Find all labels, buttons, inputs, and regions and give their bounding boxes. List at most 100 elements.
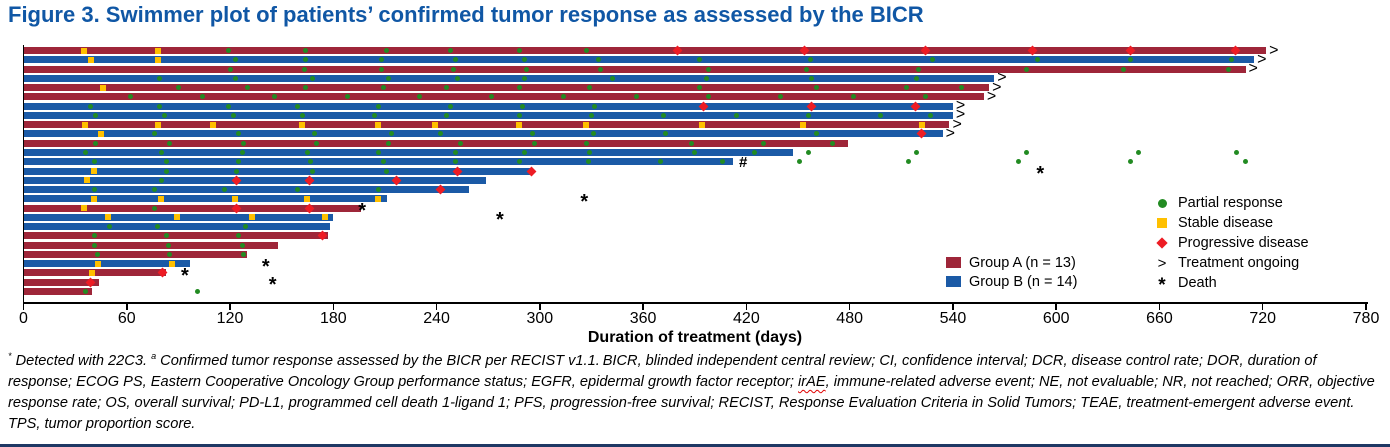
partial-response-icon xyxy=(222,187,228,193)
partial-response-icon xyxy=(163,159,169,165)
partial-response-icon xyxy=(706,94,712,100)
legend-item-stable-disease: Stable disease xyxy=(1152,213,1309,233)
stable-disease-icon xyxy=(97,130,104,137)
partial-response-icon xyxy=(384,48,390,53)
partial-response-icon xyxy=(272,94,278,100)
partial-response-icon xyxy=(165,242,171,248)
stable-disease-icon xyxy=(154,56,161,63)
stable-disease-icon xyxy=(918,121,925,128)
x-axis-tick xyxy=(22,303,25,310)
partial-response-icon xyxy=(380,85,386,91)
partial-response-icon xyxy=(706,66,712,72)
partial-response-icon xyxy=(805,149,811,155)
stable-disease-icon xyxy=(304,195,311,202)
x-axis-tick xyxy=(126,303,128,310)
footnote-superscript: a xyxy=(151,351,157,362)
stable-disease-icon xyxy=(321,214,328,221)
partial-response-icon xyxy=(453,149,458,155)
legend-item-progressive-disease: Progressive disease xyxy=(1152,233,1309,253)
partial-response-icon xyxy=(905,159,911,165)
legend-label: Treatment ongoing xyxy=(1178,255,1300,271)
partial-response-icon xyxy=(375,149,381,155)
stable-disease-icon xyxy=(249,214,256,221)
legend-label: Group B (n = 14) xyxy=(969,273,1078,290)
partial-response-icon xyxy=(516,112,522,118)
patient-bar xyxy=(23,102,953,110)
partial-response-icon xyxy=(697,57,703,63)
stable-disease-icon xyxy=(698,121,705,128)
patient-bar xyxy=(23,195,387,203)
treatment-ongoing-icon: > xyxy=(986,87,997,105)
partial-response-icon xyxy=(91,187,97,193)
treatment-ongoing-icon: > xyxy=(955,97,966,115)
x-axis-tick-label: 60 xyxy=(117,310,136,327)
stable-disease-icon xyxy=(94,260,101,267)
partial-response-icon xyxy=(379,57,384,63)
partial-response-icon xyxy=(719,159,725,165)
death-icon: * xyxy=(268,274,277,297)
partial-response-icon xyxy=(151,131,157,137)
partial-response-icon xyxy=(375,103,381,109)
partial-response-icon xyxy=(805,112,811,118)
partial-response-icon xyxy=(489,94,495,100)
partial-response-icon xyxy=(379,66,384,72)
partial-response-icon xyxy=(230,112,236,118)
stable-disease-icon xyxy=(82,121,89,128)
partial-response-icon xyxy=(523,66,529,72)
treatment-ongoing-icon: > xyxy=(997,69,1007,87)
stable-disease-icon xyxy=(173,214,180,221)
partial-response-icon xyxy=(225,103,231,109)
stable-disease-icon xyxy=(209,121,216,128)
partial-response-icon xyxy=(236,233,242,239)
partial-response-icon xyxy=(313,140,319,146)
censor-hash-icon: # xyxy=(738,153,748,171)
partial-response-icon xyxy=(158,149,164,155)
x-axis-line xyxy=(22,302,1368,304)
partial-response-icon xyxy=(232,57,238,63)
partial-response-icon xyxy=(239,242,245,248)
patient-bar xyxy=(23,74,995,82)
partial-response-icon xyxy=(914,149,920,155)
partial-response-icon xyxy=(303,85,309,91)
partial-response-icon xyxy=(416,94,422,100)
stable-disease-icon xyxy=(516,121,523,128)
partial-response-icon xyxy=(588,112,594,118)
footnote-text: Detected with 22C3. xyxy=(11,353,152,369)
x-axis-tick xyxy=(1158,303,1161,310)
partial-response-icon xyxy=(1015,159,1021,165)
stable-disease-icon xyxy=(84,177,91,184)
partial-response-icon xyxy=(922,94,928,100)
partial-response-icon xyxy=(1157,198,1167,208)
y-axis-line xyxy=(22,45,24,302)
death-icon: * xyxy=(1158,275,1166,296)
partial-response-icon xyxy=(850,94,856,100)
partial-response-icon xyxy=(232,75,238,81)
x-axis-label: Duration of treatment (days) xyxy=(587,329,803,346)
stable-disease-icon xyxy=(80,47,87,54)
partial-response-icon xyxy=(444,85,450,91)
x-axis-tick-label: 240 xyxy=(423,310,450,327)
partial-response-icon xyxy=(155,224,161,230)
group-b-swatch xyxy=(946,276,961,287)
patient-bar xyxy=(23,121,950,129)
partial-response-icon xyxy=(692,149,698,155)
x-axis-tick xyxy=(332,303,335,310)
patient-bar xyxy=(23,130,943,138)
partial-response-icon xyxy=(244,85,250,91)
patient-bar xyxy=(23,278,100,286)
partial-response-icon xyxy=(163,233,169,239)
x-axis-tick-label: 420 xyxy=(733,310,760,327)
partial-response-icon xyxy=(809,75,815,81)
partial-response-icon xyxy=(91,242,97,248)
partial-response-icon xyxy=(241,140,247,146)
footnote: * Detected with 22C3. a Confirmed tumor … xyxy=(8,351,1384,435)
legend-label: Stable disease xyxy=(1178,215,1274,231)
partial-response-icon xyxy=(453,57,458,63)
partial-response-icon xyxy=(243,224,249,230)
stable-disease-icon xyxy=(104,214,111,221)
x-axis-tick-label: 120 xyxy=(216,310,244,327)
partial-response-icon xyxy=(807,57,813,63)
partial-response-icon xyxy=(234,168,240,174)
partial-response-icon xyxy=(583,48,589,53)
